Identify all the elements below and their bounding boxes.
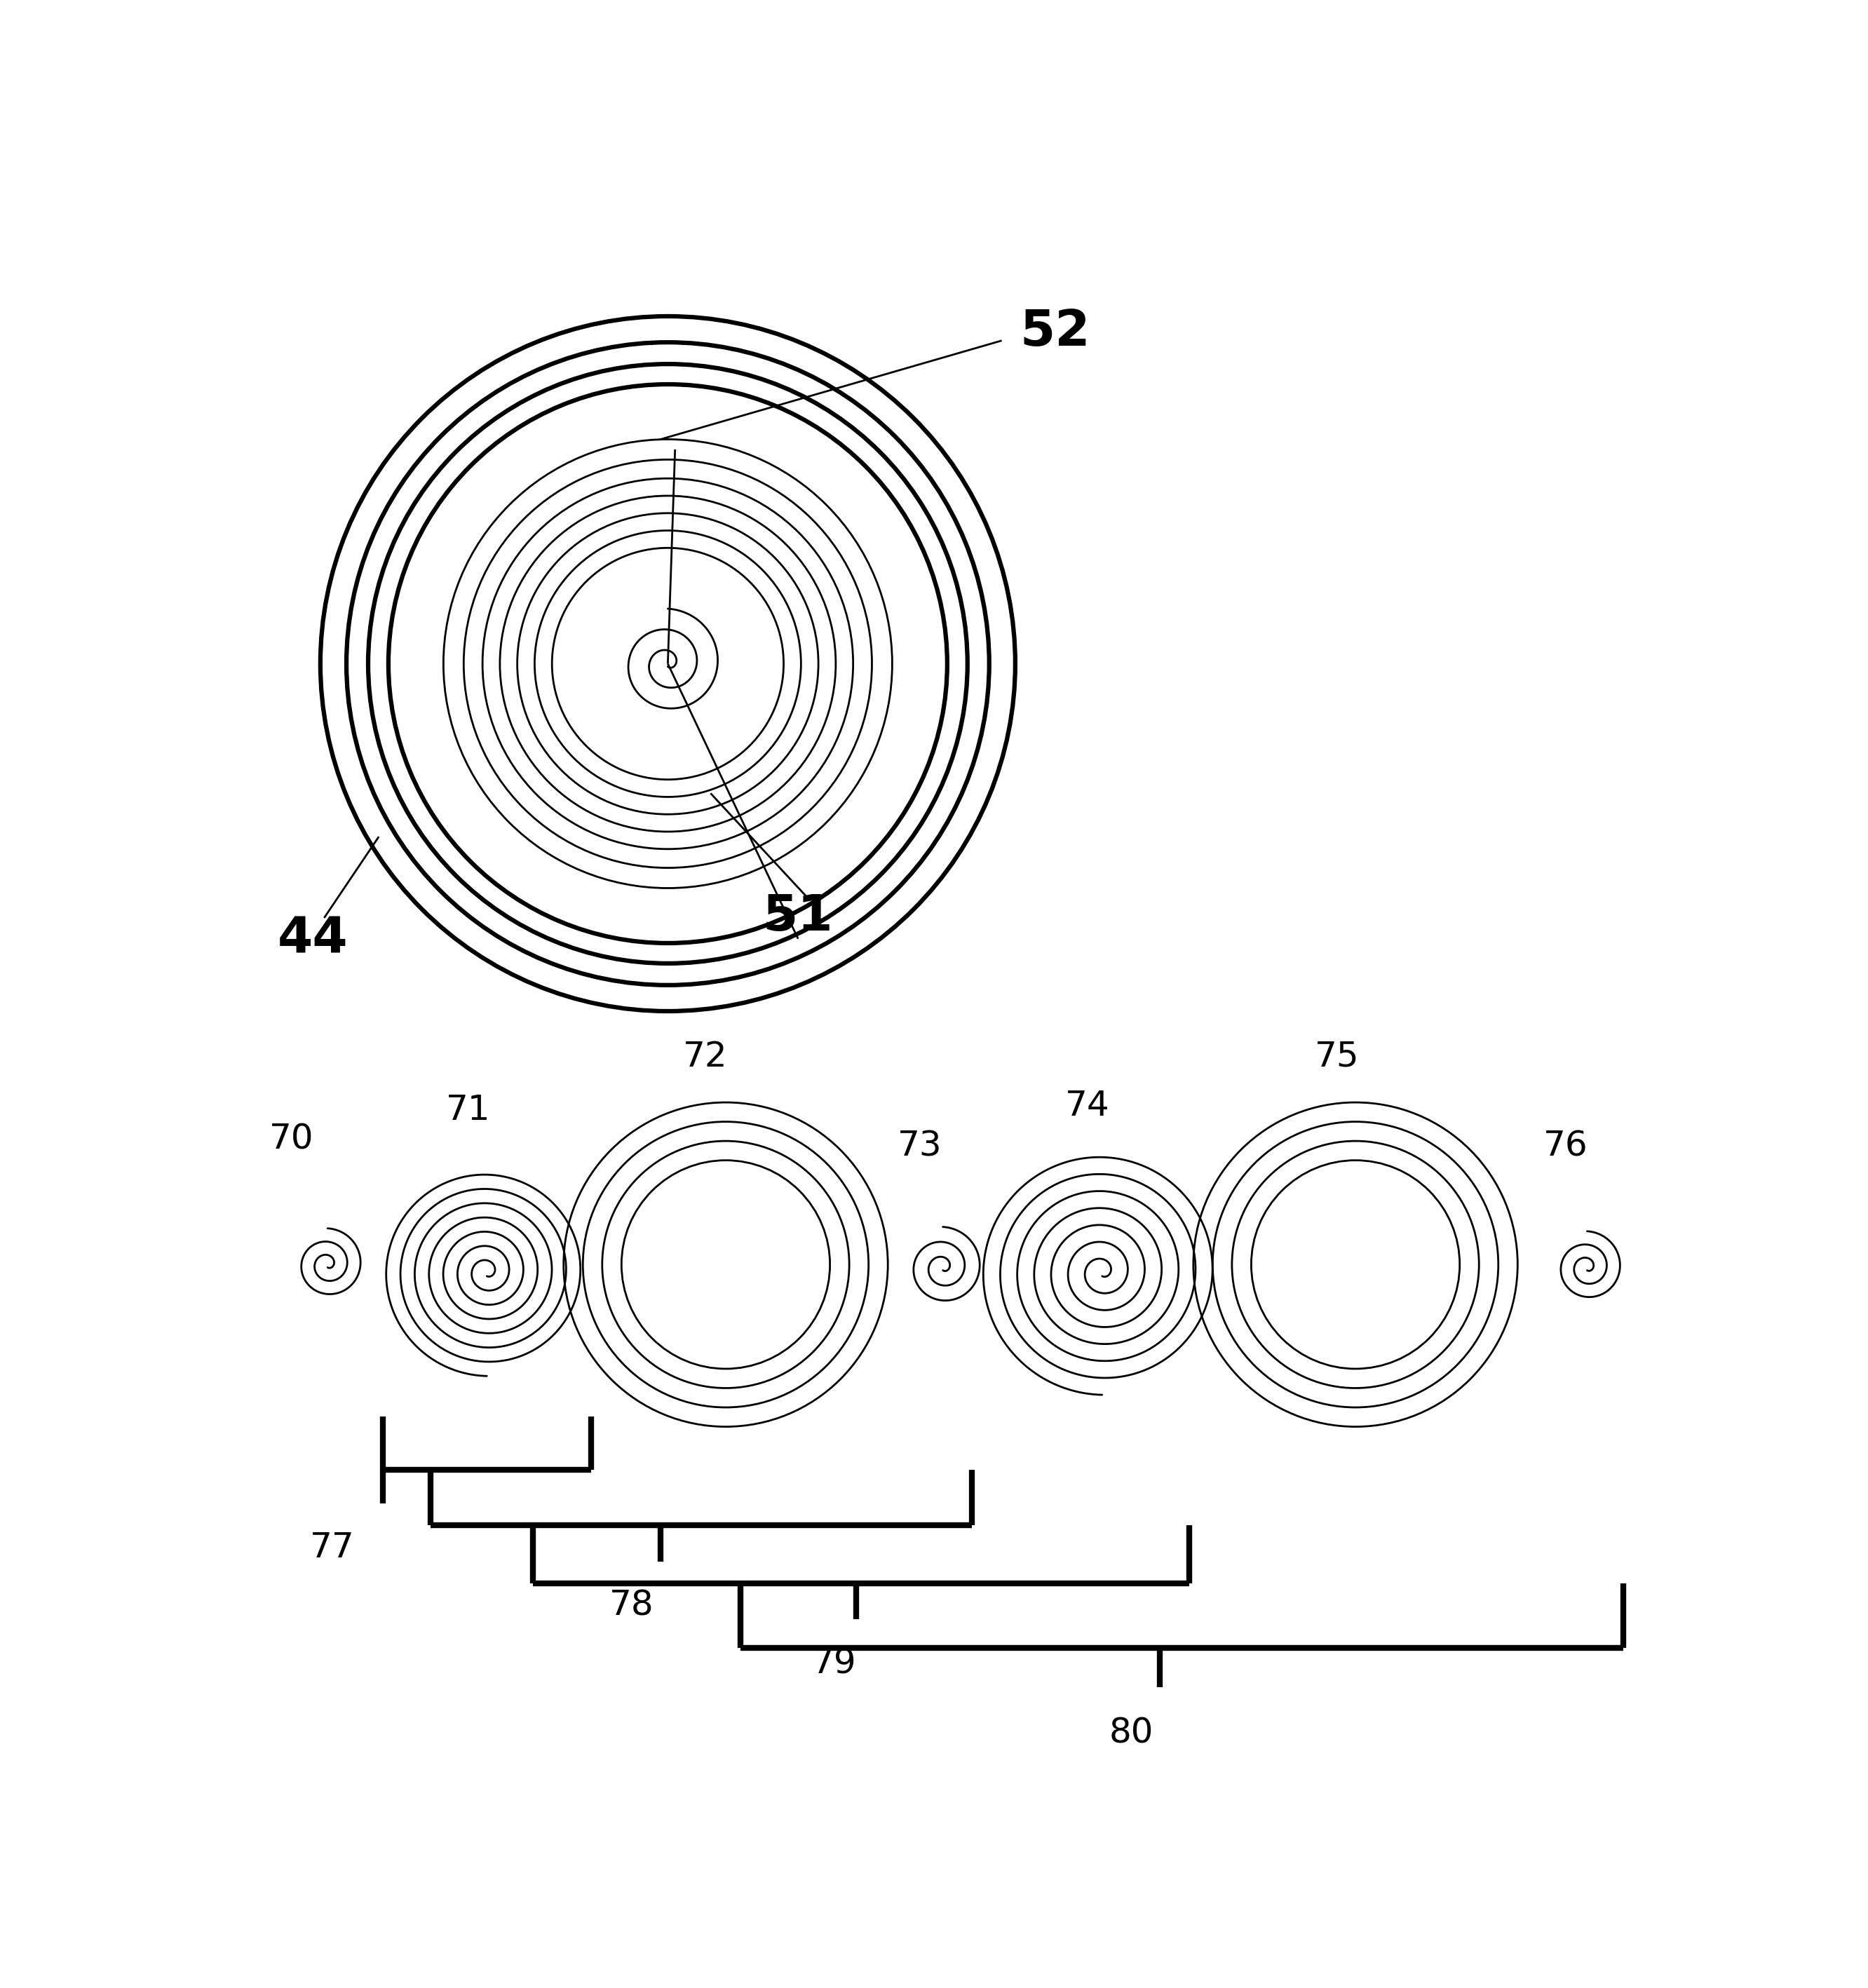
Text: 71: 71: [446, 1093, 489, 1127]
Text: 74: 74: [1065, 1089, 1110, 1123]
Text: 70: 70: [269, 1123, 314, 1155]
Text: 73: 73: [897, 1129, 941, 1163]
Text: 44: 44: [278, 914, 349, 962]
Text: 52: 52: [1020, 308, 1091, 356]
Text: 75: 75: [1315, 1040, 1358, 1074]
Text: 78: 78: [609, 1588, 654, 1622]
Text: 72: 72: [684, 1040, 729, 1074]
Text: 77: 77: [310, 1531, 355, 1565]
Text: 76: 76: [1543, 1129, 1588, 1163]
Text: 51: 51: [762, 893, 833, 940]
Text: 80: 80: [1110, 1716, 1153, 1749]
Text: 79: 79: [813, 1646, 857, 1680]
